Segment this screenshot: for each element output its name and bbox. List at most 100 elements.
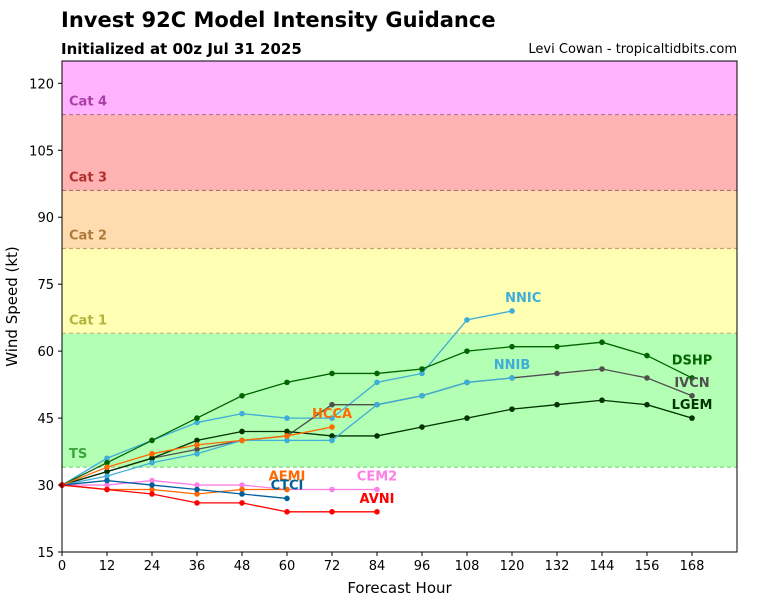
data-point-nnic	[329, 415, 335, 421]
data-point-ivcn	[599, 366, 605, 372]
x-tick-label: 60	[279, 559, 296, 574]
data-point-ctci	[104, 477, 110, 484]
data-point-dshp	[509, 343, 515, 350]
data-point-lgem	[374, 433, 380, 439]
data-point-lgem	[644, 401, 650, 408]
data-point-ivcn	[329, 401, 335, 408]
data-point-hcca	[239, 437, 245, 444]
data-point-cem2	[104, 482, 110, 488]
data-point-cem2	[374, 486, 380, 493]
y-axis-label: Wind Speed (kt)	[3, 246, 21, 367]
x-tick-label: 24	[144, 559, 161, 574]
data-point-lgem	[689, 415, 695, 421]
data-point-nnib	[509, 375, 515, 381]
series-label-ivcn: IVCN	[674, 376, 709, 391]
data-point-cem2	[194, 482, 200, 488]
data-point-nnic	[374, 379, 380, 386]
chart-title: Invest 92C Model Intensity Guidance	[61, 8, 496, 32]
y-tick-label: 30	[37, 479, 54, 494]
series-label-ctci: CTCI	[271, 479, 304, 494]
y-tick-label: 120	[29, 77, 54, 92]
data-point-ctci	[194, 486, 200, 493]
series-line-avni	[61, 484, 377, 513]
series-label-hcca: HCCA	[312, 407, 352, 422]
data-point-nnic	[194, 419, 200, 426]
y-tick-label: 90	[37, 211, 54, 226]
series-label-lgem: LGEM	[672, 398, 713, 413]
y-tick-label: 15	[37, 546, 54, 561]
data-point-nnic	[104, 455, 110, 462]
series-line-ctci	[61, 479, 288, 500]
x-tick-label: 0	[58, 559, 66, 574]
x-tick-label: 156	[635, 559, 660, 574]
chart-credit: Levi Cowan - tropicaltidbits.com	[528, 42, 737, 57]
x-tick-label: 48	[234, 559, 251, 574]
band-cat-4	[62, 61, 737, 115]
data-point-dshp	[329, 370, 335, 377]
data-point-ctci	[284, 495, 290, 502]
data-point-nnic	[239, 410, 245, 417]
x-tick-label: 168	[680, 559, 705, 574]
data-point-nnib	[104, 473, 110, 479]
x-axis-label: Forecast Hour	[347, 579, 452, 597]
data-point-nnic	[509, 308, 515, 314]
data-point-ctci	[239, 491, 245, 497]
data-point-dshp	[419, 366, 425, 372]
x-tick-label: 72	[324, 559, 341, 574]
data-point-avni	[104, 486, 110, 493]
data-point-dshp	[554, 343, 560, 350]
data-point-lgem	[149, 455, 155, 462]
data-point-dshp	[374, 370, 380, 377]
category-bands: TS Cat 1 Cat 2 Cat 3 Cat 4	[62, 61, 737, 468]
band-cat-1	[62, 248, 737, 334]
band-cat-3	[62, 114, 737, 191]
data-point-avni	[149, 491, 155, 497]
data-point-lgem	[509, 406, 515, 412]
x-tick-label: 36	[189, 559, 206, 574]
data-point-nnib	[374, 401, 380, 408]
data-point-aemi	[284, 486, 290, 493]
data-point-dshp	[599, 339, 605, 346]
series-label-cem2: CEM2	[357, 470, 397, 485]
x-tick-label: 84	[369, 559, 386, 574]
data-point-lgem	[599, 397, 605, 404]
data-point-dshp	[239, 392, 245, 399]
data-point-dshp	[464, 348, 470, 354]
band-label-cat-3: Cat 3	[69, 170, 107, 185]
data-point-dshp	[689, 375, 695, 381]
data-point-hcca	[284, 433, 290, 439]
y-tick-label: 105	[29, 144, 54, 159]
data-point-nnib	[194, 451, 200, 457]
series-dshp	[59, 339, 695, 488]
series-label-nnib: NNIB	[494, 358, 531, 373]
data-point-nnib	[464, 379, 470, 386]
x-tick-label: 144	[590, 559, 615, 574]
model-series	[59, 308, 695, 515]
band-label-cat-4: Cat 4	[69, 95, 107, 110]
data-point-cem2	[239, 482, 245, 488]
series-avni	[59, 482, 380, 515]
data-point-ivcn	[194, 446, 200, 453]
data-point-avni	[374, 509, 380, 515]
data-point-nnic	[419, 370, 425, 377]
data-point-lgem	[194, 437, 200, 444]
series-label-dshp: DSHP	[672, 354, 713, 369]
data-point-nnib	[329, 437, 335, 444]
data-point-ivcn	[644, 375, 650, 381]
data-point-avni	[239, 500, 245, 506]
y-tick-label: 60	[37, 345, 54, 360]
data-point-dshp	[284, 379, 290, 386]
data-point-cem2	[149, 477, 155, 484]
plot-frame	[61, 60, 738, 553]
data-point-avni	[329, 509, 335, 515]
band-label-ts: TS	[69, 447, 87, 462]
data-point-ivcn	[689, 392, 695, 399]
series-label-avni: AVNI	[360, 492, 395, 507]
data-point-nnib	[149, 459, 155, 466]
band-label-cat-2: Cat 2	[69, 228, 107, 243]
data-point-nnic	[284, 415, 290, 421]
data-point-hcca	[149, 451, 155, 457]
x-tick-label: 12	[99, 559, 116, 574]
series-label-nnic: NNIC	[505, 291, 541, 306]
